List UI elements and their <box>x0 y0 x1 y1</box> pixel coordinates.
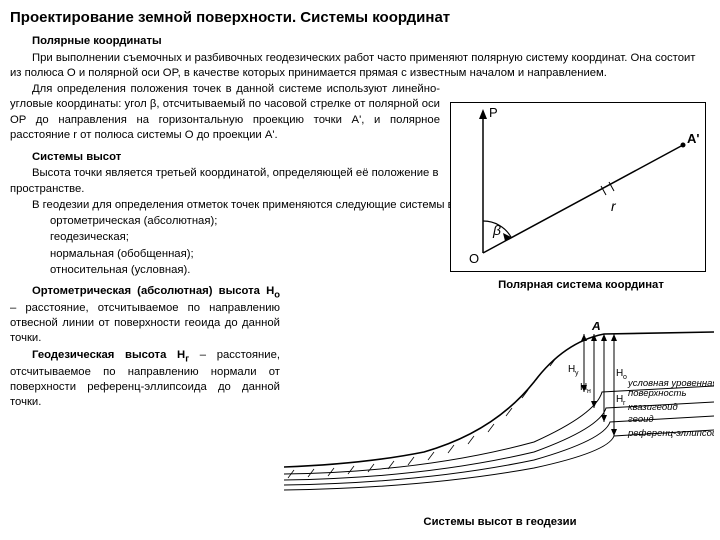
ortho-sub: о <box>274 288 280 299</box>
label-A-prime: A' <box>687 131 699 146</box>
height-item-2: геодезическая; <box>10 230 490 245</box>
label-A: A <box>591 322 601 333</box>
svg-text:г: г <box>623 400 626 407</box>
svg-text:н: н <box>587 388 591 395</box>
height-figure: A Hу Hн Hо Hг условная уровенная поверхн… <box>284 322 714 492</box>
height-item-1: ортометрическая (абсолютная); <box>10 214 490 229</box>
label-cond-surface-2: поверхность <box>628 388 686 399</box>
para-polar-1: При выполнении съемочных и разбивочных г… <box>10 51 710 82</box>
label-O: O <box>469 251 479 266</box>
polar-figure: O P A' r β <box>450 102 706 272</box>
heading-polar: Полярные координаты <box>10 34 710 49</box>
height-item-3: нормальная (обобщенная); <box>10 247 490 262</box>
svg-text:у: у <box>575 370 579 377</box>
ortho-block: Ортометрическая (абсолютная) высота Hо –… <box>10 284 280 410</box>
label-P: P <box>489 105 498 120</box>
ortho-label: Ортометрическая (абсолютная) высота H <box>32 285 274 297</box>
ortho-text: – расстояние, отсчитываемое по направлен… <box>10 302 280 345</box>
geod-label: Геодезическая высота H <box>32 349 185 361</box>
heading-heights: Системы высот <box>10 150 490 165</box>
label-geoid: геоид <box>628 414 654 425</box>
label-ref-ellipsoid: референц-эллипсоид <box>627 428 714 439</box>
svg-text:о: о <box>623 374 627 381</box>
label-r: r <box>611 198 617 214</box>
polar-caption: Полярная система координат <box>476 278 686 293</box>
label-beta: β <box>492 222 501 238</box>
height-item-4: относительная (условная). <box>10 263 490 278</box>
label-quasigeoid: квазигеоид <box>628 402 678 413</box>
para-polar-2: Для определения положения точек в данной… <box>10 82 440 143</box>
para-heights-1: Высота точки является третьей координато… <box>10 166 490 197</box>
height-caption: Системы высот в геодезии <box>370 515 630 530</box>
page-title: Проектирование земной поверхности. Систе… <box>10 8 710 28</box>
para-heights-2: В геодезии для определения отметок точек… <box>10 198 490 213</box>
